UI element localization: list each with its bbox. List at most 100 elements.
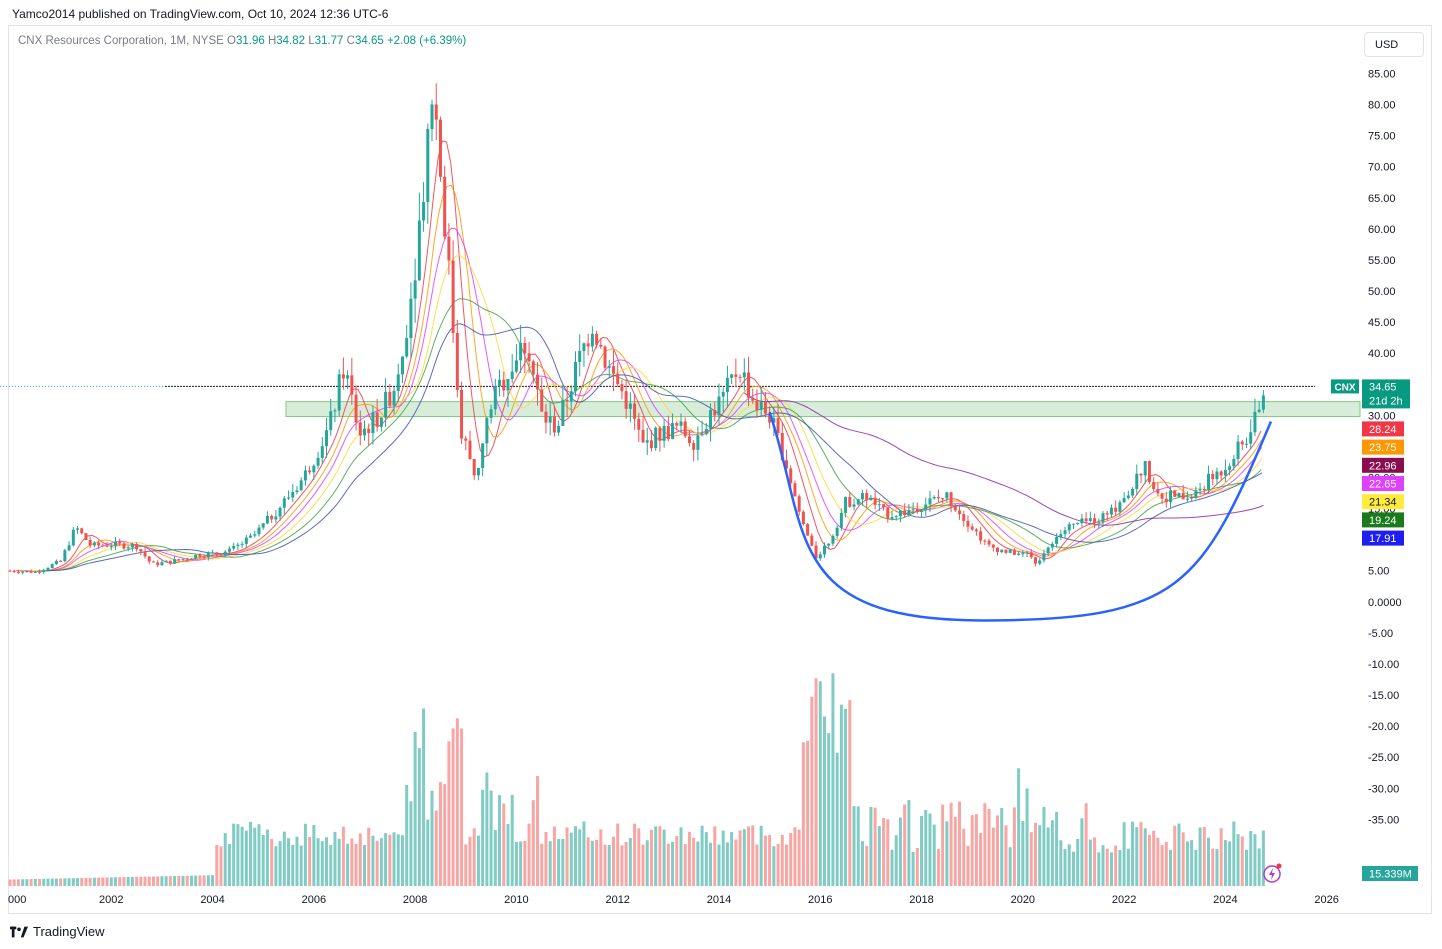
candle [915, 509, 919, 512]
volume-bar [936, 849, 940, 886]
volume-bar [1012, 807, 1016, 886]
volume-bar [1033, 822, 1037, 886]
ma-purple [744, 392, 1264, 526]
candle [384, 391, 388, 418]
volume-bar [354, 843, 358, 886]
volume-bar [1126, 848, 1130, 886]
candle [1093, 518, 1097, 524]
close-value: 34.65 [354, 35, 384, 47]
volume-bar [590, 840, 594, 886]
candle [763, 401, 767, 414]
volume-bar [645, 840, 649, 886]
candle [599, 344, 603, 347]
volume-bar [620, 845, 624, 886]
volume-bar [46, 878, 50, 886]
volume-bar [316, 838, 320, 886]
volume-bar [806, 740, 810, 886]
ma-price-tag [1362, 512, 1404, 528]
volume-bar [1198, 827, 1202, 886]
candle [346, 375, 350, 379]
volume-bar [25, 879, 29, 886]
volume-bar [1253, 834, 1257, 886]
volume-bar [671, 841, 675, 886]
volume-bar [320, 841, 324, 886]
volume-bar [953, 816, 957, 886]
candle [941, 498, 945, 500]
candle [244, 537, 248, 544]
volume-bar [1160, 845, 1164, 886]
candle [299, 480, 303, 491]
candle [1190, 497, 1194, 499]
volume-bar [126, 877, 130, 886]
volume-bar [1261, 830, 1265, 886]
volume-bar [417, 748, 421, 886]
candle [236, 544, 240, 546]
candle [265, 515, 269, 524]
candle [1240, 441, 1244, 445]
candle [1109, 507, 1113, 515]
candle [489, 409, 493, 418]
volume-bar [88, 877, 92, 886]
candle [979, 531, 983, 541]
ma-price-text: 17.91 [1369, 533, 1397, 545]
candle [329, 411, 333, 431]
price-labels: CNX 34.65 21d 2h 28.24 23.75 22.96 22.65 21.34 1… [1331, 379, 1418, 881]
volume-bar [362, 844, 366, 886]
ma-price-tag [1362, 476, 1404, 492]
volume-tag-text: 15.339M [1369, 869, 1412, 881]
volume-bar [379, 838, 383, 886]
candle [198, 554, 202, 558]
candle [907, 510, 911, 516]
candle [709, 410, 713, 429]
volume-bars [8, 673, 1265, 886]
candle [544, 411, 548, 423]
volume-bar [409, 801, 413, 886]
candle [168, 560, 172, 564]
y-tick-label: 5.00 [1368, 566, 1389, 578]
candle [1228, 466, 1232, 470]
publisher-caption: Yamco2014 published on TradingView.com, … [12, 7, 389, 21]
volume-bar [869, 806, 873, 886]
volume-bar [835, 752, 839, 886]
volume-bar [768, 834, 772, 886]
volume-bar [303, 823, 307, 886]
candle [447, 236, 451, 261]
volume-bar [738, 830, 742, 886]
y-tick-label: -10.00 [1368, 659, 1399, 671]
candle [291, 492, 295, 498]
candle [1147, 461, 1151, 483]
candle [392, 390, 396, 406]
volume-bar [506, 824, 510, 886]
volume-bar [422, 708, 426, 886]
candle [71, 529, 75, 546]
candle [569, 391, 573, 402]
volume-bar [38, 878, 42, 886]
x-tick-label: 2008 [403, 894, 427, 906]
candle [139, 549, 143, 552]
candle [687, 436, 691, 444]
candle [536, 374, 540, 390]
currency-button[interactable]: USD [1364, 32, 1424, 57]
candle [1101, 513, 1105, 523]
candle [924, 504, 928, 511]
ma-orange [20, 184, 1262, 572]
volume-bar [898, 817, 902, 886]
candle [156, 562, 160, 566]
volume-bar [920, 816, 924, 886]
x-tick-label: 2018 [909, 894, 933, 906]
x-tick-label: 2022 [1112, 894, 1136, 906]
x-tick-label: 2004 [200, 894, 224, 906]
candle [1097, 522, 1101, 524]
ma-price-tag [1362, 439, 1404, 455]
countdown-text: 21d 2h [1369, 395, 1403, 407]
candle [215, 552, 219, 555]
candle [734, 374, 738, 377]
candle [502, 379, 506, 391]
volume-bar [282, 831, 286, 886]
volume-bar [405, 784, 409, 886]
candle [827, 543, 831, 546]
volume-bar [156, 876, 160, 886]
volume-bar [531, 800, 535, 886]
volume-bar [122, 877, 126, 886]
